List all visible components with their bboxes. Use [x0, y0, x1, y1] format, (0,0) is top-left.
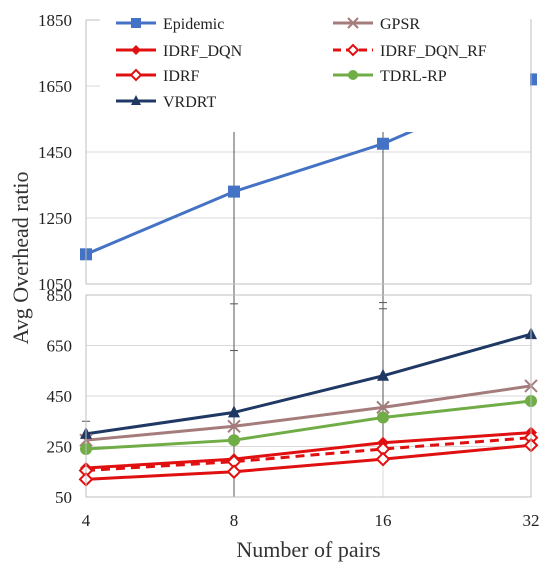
- legend-label-tdrl-rp: TDRL-RP: [380, 68, 447, 85]
- x-axis-label: Number of pairs: [236, 537, 380, 562]
- legend-marker-idrf-dqn-rf: [346, 43, 360, 57]
- data-point-epidemic: [228, 185, 240, 198]
- legend-label-epidemic: Epidemic: [163, 16, 224, 33]
- y-tick-label: 1250: [38, 209, 72, 228]
- legend-marker-vrdrt: [131, 95, 141, 105]
- series-lines: [85, 78, 532, 481]
- legend: Epidemic GPSR IDRF_DQN IDRF_DQN_RF IDRF TDRL-…: [100, 10, 530, 132]
- series-line-idrf: [85, 443, 532, 481]
- data-point-vrdrt: [228, 405, 240, 418]
- bottom-panel-frame: [85, 294, 532, 498]
- x-tick-label: 4: [82, 511, 91, 530]
- y-tick-label: 1450: [38, 143, 72, 162]
- legend-marker-epidemic: [131, 18, 141, 28]
- series-line-tdrl-rp: [85, 399, 532, 451]
- y-tick-label: 850: [47, 286, 73, 305]
- legend-label-idrf-dqn-rf: IDRF_DQN_RF: [380, 43, 487, 60]
- y-tick-label: 250: [47, 438, 73, 457]
- data-point-vrdrt: [377, 368, 389, 381]
- series-line-idrf-dqn: [85, 431, 532, 470]
- x-tick-label: 32: [523, 511, 540, 530]
- marker-stroke: [347, 17, 359, 29]
- y-tick-label: 650: [47, 337, 73, 356]
- y-tick-label: 50: [55, 488, 72, 507]
- x-tick-label: 8: [230, 511, 239, 530]
- legend-marker-gpsr: [347, 17, 359, 29]
- legend-background: [100, 10, 530, 132]
- legend-label-idrf: IDRF: [163, 68, 200, 85]
- data-point-gpsr: [376, 400, 390, 415]
- marker-stroke: [376, 400, 390, 415]
- data-point-tdrl-rp: [377, 411, 389, 424]
- y-tick-label: 1050: [38, 275, 72, 294]
- legend-marker-tdrl-rp: [348, 70, 358, 80]
- legend-label-gpsr: GPSR: [380, 16, 420, 33]
- y-axis-label: Avg Overhead ratio: [8, 171, 33, 344]
- legend-marker-idrf: [129, 68, 143, 82]
- data-point-gpsr: [227, 419, 241, 434]
- legend-label-idrf-dqn: IDRF_DQN: [163, 43, 243, 60]
- y-tick-label: 1850: [38, 11, 72, 30]
- y-tick-label: 1650: [38, 77, 72, 96]
- data-point-tdrl-rp: [228, 434, 240, 447]
- marker-stroke: [227, 419, 241, 434]
- x-tick-label: 16: [375, 511, 392, 530]
- data-point-epidemic: [377, 137, 389, 150]
- y-tick-label: 450: [47, 387, 73, 406]
- legend-marker-idrf-dqn: [131, 45, 141, 55]
- data-point-idrf: [226, 464, 242, 480]
- data-point-idrf: [375, 451, 391, 467]
- series-line-vrdrt: [85, 332, 532, 436]
- legend-label-vrdrt: VRDRT: [163, 94, 216, 111]
- series-line-gpsr: [85, 384, 532, 442]
